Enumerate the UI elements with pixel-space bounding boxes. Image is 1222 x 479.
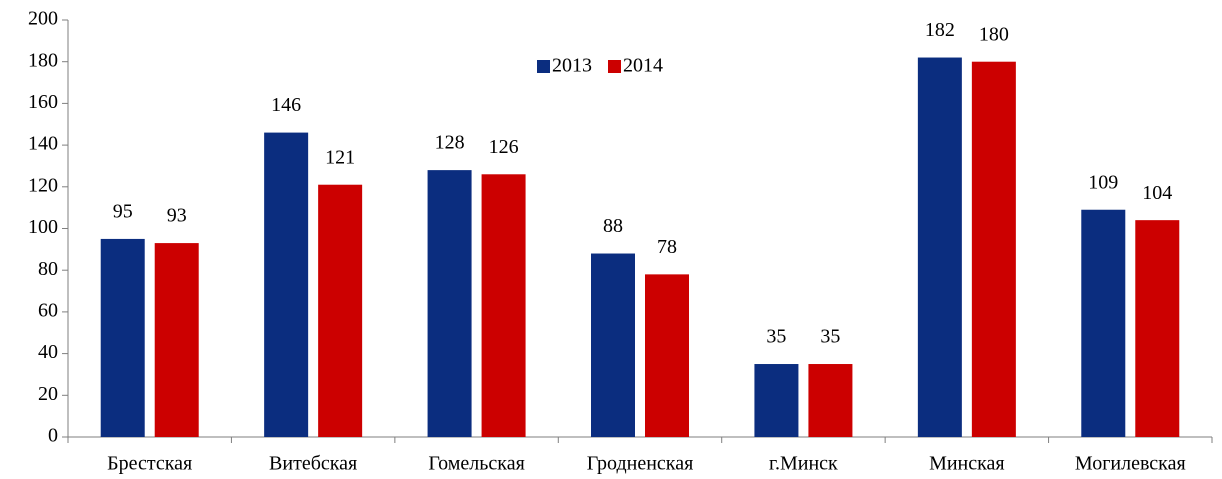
data-label: 180: [979, 23, 1009, 45]
x-tick-label: Гомельская: [428, 453, 524, 475]
bar: [808, 364, 853, 437]
x-tick-label: г.Минск: [769, 453, 838, 475]
x-tick-label: Могилевская: [1075, 453, 1186, 475]
data-label: 121: [325, 146, 355, 168]
data-label: 182: [925, 19, 955, 41]
y-tick-label: 80: [38, 258, 58, 280]
bar: [100, 238, 145, 437]
data-label: 88: [603, 215, 623, 237]
data-label: 128: [435, 132, 465, 154]
bar: [318, 184, 363, 437]
data-label: 35: [766, 326, 786, 348]
bar: [754, 364, 799, 437]
bar: [154, 243, 199, 437]
legend-swatch: [608, 60, 621, 73]
bar: [264, 132, 309, 437]
x-tick-label: Гродненская: [587, 453, 694, 475]
legend-label: 2014: [623, 55, 663, 77]
data-label: 95: [113, 201, 133, 223]
y-tick-label: 140: [28, 133, 58, 155]
y-tick-label: 180: [28, 49, 58, 71]
data-label: 126: [489, 136, 519, 158]
y-tick-label: 120: [28, 174, 58, 196]
y-tick-label: 60: [38, 299, 58, 321]
y-tick-label: 160: [28, 91, 58, 113]
bar: [917, 57, 962, 437]
legend-label: 2013: [552, 55, 592, 77]
bar: [481, 174, 526, 438]
data-label: 104: [1142, 182, 1172, 204]
bar: [645, 274, 689, 437]
data-label: 93: [167, 205, 187, 227]
data-label: 109: [1088, 171, 1118, 193]
x-tick-label: Минская: [929, 453, 1005, 475]
y-tick-label: 20: [38, 383, 58, 405]
x-tick-label: Брестская: [107, 453, 192, 475]
bar: [427, 170, 472, 437]
y-tick-label: 40: [38, 341, 58, 363]
bar: [591, 253, 635, 437]
x-tick-label: Витебская: [269, 453, 357, 475]
legend-swatch: [537, 60, 550, 73]
data-label: 35: [820, 326, 840, 348]
bar: [971, 61, 1016, 437]
data-label: 78: [657, 236, 677, 258]
y-tick-label: 200: [28, 8, 58, 30]
y-tick-label: 100: [28, 216, 58, 238]
bar: [1081, 209, 1126, 437]
y-tick-label: 0: [48, 425, 58, 447]
bar: [1135, 220, 1180, 437]
data-label: 146: [271, 94, 301, 116]
